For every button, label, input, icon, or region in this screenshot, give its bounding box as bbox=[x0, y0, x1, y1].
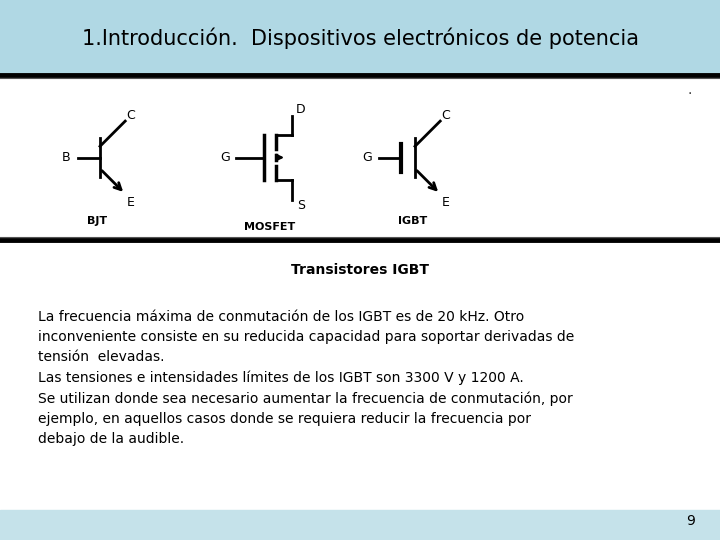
Text: B: B bbox=[62, 151, 71, 164]
Text: E: E bbox=[442, 196, 450, 209]
Text: E: E bbox=[127, 196, 135, 209]
Text: D: D bbox=[296, 103, 305, 117]
Text: .: . bbox=[688, 83, 692, 97]
Bar bbox=[0, 0, 720, 75]
Bar bbox=[0, 75, 720, 540]
Text: La frecuencia máxima de conmutación de los IGBT es de 20 kHz. Otro
inconveniente: La frecuencia máxima de conmutación de l… bbox=[38, 310, 575, 446]
Bar bbox=[0, 510, 720, 540]
Text: IGBT: IGBT bbox=[397, 217, 427, 226]
Text: MOSFET: MOSFET bbox=[244, 222, 296, 232]
Text: G: G bbox=[363, 151, 372, 164]
Text: C: C bbox=[127, 109, 135, 122]
Text: 1.Introducción.  Dispositivos electrónicos de potencia: 1.Introducción. Dispositivos electrónico… bbox=[81, 27, 639, 49]
Text: C: C bbox=[441, 109, 450, 122]
Text: G: G bbox=[220, 151, 230, 164]
Text: BJT: BJT bbox=[87, 217, 107, 226]
Text: Transistores IGBT: Transistores IGBT bbox=[291, 263, 429, 277]
Text: S: S bbox=[297, 199, 305, 212]
Text: 9: 9 bbox=[686, 514, 695, 528]
